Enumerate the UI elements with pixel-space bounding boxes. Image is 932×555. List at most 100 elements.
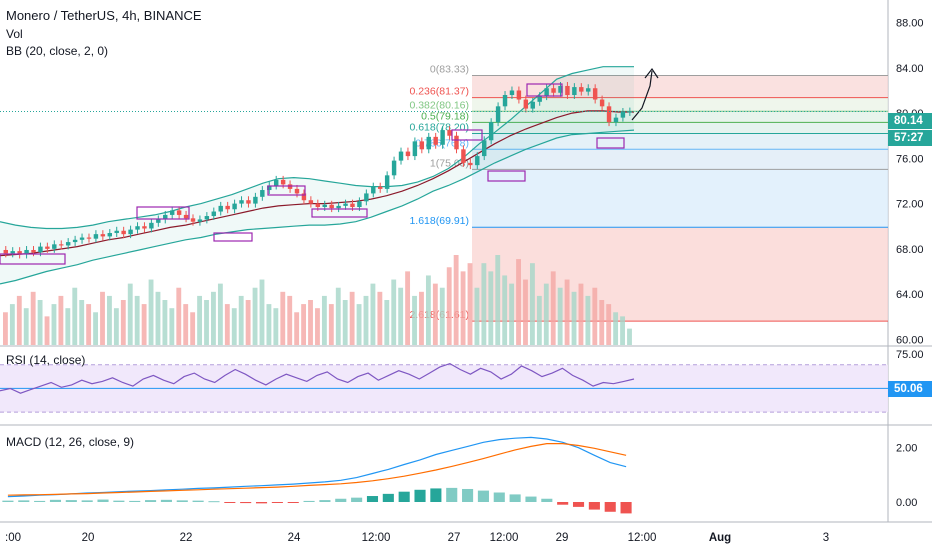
macd-histogram-bar	[398, 491, 410, 502]
macd-legend[interactable]: MACD (12, 26, close, 9)	[6, 435, 135, 449]
countdown-tag: 57:27	[888, 130, 932, 146]
time-tick-label: 3	[823, 532, 829, 544]
candle-body	[65, 242, 71, 246]
volume-bar	[280, 291, 286, 345]
macd-tick-label: 2.00	[896, 443, 917, 455]
symbol-legend[interactable]: Monero / TetherUS, 4h, BINANCE	[6, 8, 202, 23]
fib-zone	[472, 149, 888, 170]
fib-level-label: 0(83.33)	[430, 63, 469, 75]
candle-body	[86, 237, 92, 239]
candle-body	[371, 186, 376, 194]
volume-bar	[204, 300, 209, 345]
macd-histogram-bar	[129, 500, 141, 502]
candle-body	[93, 234, 99, 239]
candle-body	[308, 200, 314, 204]
volume-bar	[65, 308, 71, 345]
volume-bar	[453, 255, 459, 345]
bollinger-legend[interactable]: BB (20, close, 2, 0)	[6, 44, 109, 58]
candle-body	[218, 205, 223, 212]
annotation-box	[526, 83, 563, 97]
rsi-tick-label: 75.00	[896, 349, 924, 361]
macd-signal-line	[7, 443, 627, 496]
volume-legend[interactable]: Vol	[6, 27, 23, 41]
candle-body	[558, 85, 563, 93]
annotation-box	[267, 185, 306, 196]
candle-body	[357, 201, 362, 207]
volume-bar	[287, 295, 293, 345]
macd-histogram-bar	[620, 502, 632, 514]
volume-bar	[155, 291, 161, 345]
candle-body	[468, 162, 473, 166]
annotation-box	[311, 208, 368, 218]
candle-body	[440, 130, 445, 145]
volume-bar	[363, 295, 369, 345]
annotation-box	[451, 129, 483, 141]
candle-body	[315, 203, 321, 207]
volume-bar	[412, 295, 417, 345]
candle-body	[301, 193, 307, 201]
candle-body	[225, 205, 230, 210]
volume-bar	[460, 271, 466, 345]
candle-body	[100, 234, 106, 237]
macd-histogram-bar	[462, 488, 474, 502]
macd-histogram-bar	[351, 497, 363, 502]
macd-histogram-bar	[509, 494, 521, 502]
macd-histogram-bar	[113, 500, 125, 502]
bollinger-lower-line	[0, 129, 635, 285]
volume-bar	[100, 291, 105, 345]
volume-bar	[238, 295, 244, 345]
candle-body	[45, 246, 50, 249]
volume-bar	[620, 316, 625, 345]
volume-bar	[474, 287, 480, 345]
candle-body	[135, 226, 140, 230]
volume-bar	[370, 283, 376, 345]
volume-bar	[529, 263, 535, 345]
macd-histogram-bar	[49, 499, 62, 502]
volume-bar	[245, 300, 251, 345]
candle-body	[454, 135, 459, 150]
fib-zone	[472, 133, 888, 150]
volume-bar	[398, 287, 404, 345]
volume-bar	[190, 312, 196, 345]
macd-histogram-bar	[145, 500, 157, 502]
volume-bar	[224, 304, 230, 345]
candle-body	[599, 99, 605, 107]
candle-body	[606, 106, 612, 123]
time-tick-label: 27	[448, 532, 461, 544]
volume-bar	[148, 279, 154, 345]
candle-body	[412, 141, 418, 157]
volume-bar	[509, 283, 515, 345]
macd-histogram-bar	[271, 502, 283, 503]
fib-zone	[472, 111, 888, 123]
candle-body	[586, 88, 591, 92]
candle-body	[156, 219, 161, 223]
candle-body	[121, 230, 126, 235]
volume-bar	[377, 291, 383, 345]
volume-bar	[592, 287, 598, 345]
volume-bar	[72, 287, 78, 345]
candle-body	[384, 175, 390, 189]
volume-bar	[432, 283, 438, 345]
volume-bar	[488, 271, 494, 345]
volume-bar	[120, 300, 126, 345]
last-price-tag: 80.14	[888, 113, 932, 129]
volume-bar	[405, 271, 411, 345]
candle-body	[447, 130, 452, 136]
fib-zone	[472, 75, 888, 98]
macd-histogram-bar	[34, 500, 46, 502]
candle-body	[613, 117, 619, 123]
volume-bar	[23, 308, 29, 345]
macd-histogram-bar	[572, 502, 585, 507]
fib-level-label: 0.236(81.37)	[409, 86, 469, 98]
volume-bar	[550, 271, 556, 345]
macd-histogram-bar	[477, 490, 489, 502]
volume-bar	[613, 312, 619, 345]
volume-bar	[3, 312, 8, 345]
price-tick-label: 68.00	[896, 244, 924, 256]
rsi-legend[interactable]: RSI (14, close)	[6, 353, 86, 367]
time-tick-label: 22	[180, 532, 193, 544]
candle-body	[253, 196, 258, 204]
candle-body	[38, 246, 43, 253]
